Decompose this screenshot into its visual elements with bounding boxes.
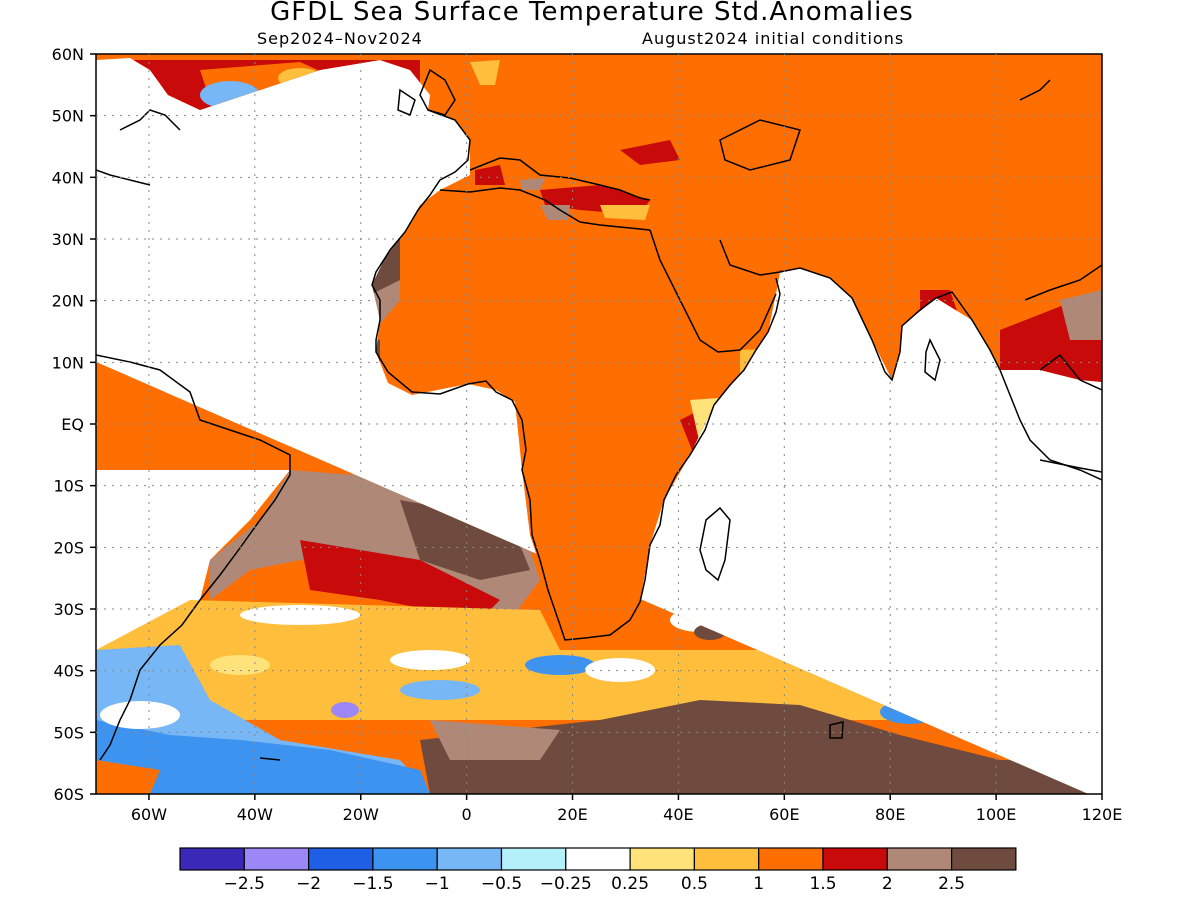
lat-label: 20N — [52, 292, 84, 311]
colorbar-swatch — [500, 847, 567, 871]
colorbar-label: 2.5 — [938, 874, 965, 894]
colorbar-label: 1 — [753, 874, 764, 894]
colorbar-swatch — [693, 847, 760, 871]
coastlines — [96, 68, 1102, 761]
lat-label: 20S — [53, 538, 84, 557]
colorbar-label: 0.5 — [681, 874, 708, 894]
colorbar-swatch — [179, 847, 245, 871]
colorbar-label: −0.5 — [481, 874, 522, 894]
lat-label: 40S — [53, 662, 84, 681]
axis-ticks — [90, 53, 1103, 800]
colorbar-labels: −2.5 −2 −1.5 −1 −0.5 −0.25 0.25 0.5 1 1.5 2 2.5 — [224, 874, 965, 894]
colorbar-swatch — [308, 847, 374, 871]
lon-label: 100E — [976, 805, 1017, 824]
lat-label: 10S — [53, 477, 84, 496]
longitude-labels: 60W 40W 20W 0 20E 40E 60E 80E 100E 120E — [131, 805, 1122, 824]
graticule — [96, 54, 1102, 794]
colorbar-label: −2 — [296, 874, 321, 894]
lat-label: 30N — [52, 230, 84, 249]
colorbar-swatch — [372, 847, 438, 871]
lat-label: EQ — [61, 415, 84, 434]
colorbar-swatch — [629, 847, 695, 871]
lat-label: 50S — [53, 723, 84, 742]
colorbar-label: −0.25 — [540, 874, 592, 894]
colorbar-label: −1.5 — [352, 874, 393, 894]
lat-label: 40N — [52, 168, 84, 187]
colorbar-label: −2.5 — [224, 874, 265, 894]
lat-label: 10N — [52, 353, 84, 372]
lat-label: 60S — [53, 785, 84, 804]
colorbar-swatch — [950, 847, 1017, 871]
colorbar-label: 0.25 — [611, 874, 649, 894]
colorbar-label: 1.5 — [809, 874, 836, 894]
map-title: GFDL Sea Surface Temperature Std.Anomali… — [270, 0, 914, 27]
lon-label: 20E — [557, 805, 587, 824]
anomaly-field — [96, 54, 1102, 794]
lat-label: 50N — [52, 107, 84, 126]
colorbar-swatch — [243, 847, 310, 871]
colorbar-swatch — [822, 847, 888, 871]
colorbar-swatch — [436, 847, 503, 871]
lon-label: 40W — [237, 805, 273, 824]
colorbar-swatch — [565, 847, 631, 871]
colorbar-label: 2 — [882, 874, 893, 894]
forecast-period: Sep2024–Nov2024 — [257, 29, 423, 48]
colorbar-swatch — [758, 847, 824, 871]
lat-label: 60N — [52, 45, 84, 64]
lon-label: 80E — [875, 805, 905, 824]
lon-label: 60E — [769, 805, 799, 824]
initial-conditions: August2024 initial conditions — [642, 29, 905, 48]
lat-label: 30S — [53, 600, 84, 619]
colorbar-swatch — [886, 847, 953, 871]
latitude-labels: 60N 50N 40N 30N 20N 10N EQ 10S 20S 30S 40S 50S 60S — [52, 45, 84, 804]
lon-label: 60W — [131, 805, 167, 824]
lon-label: 120E — [1082, 805, 1123, 824]
lon-label: 20W — [343, 805, 379, 824]
lon-label: 40E — [663, 805, 693, 824]
colorbar — [179, 847, 1017, 871]
lon-label: 0 — [462, 805, 472, 824]
colorbar-label: −1 — [425, 874, 450, 894]
